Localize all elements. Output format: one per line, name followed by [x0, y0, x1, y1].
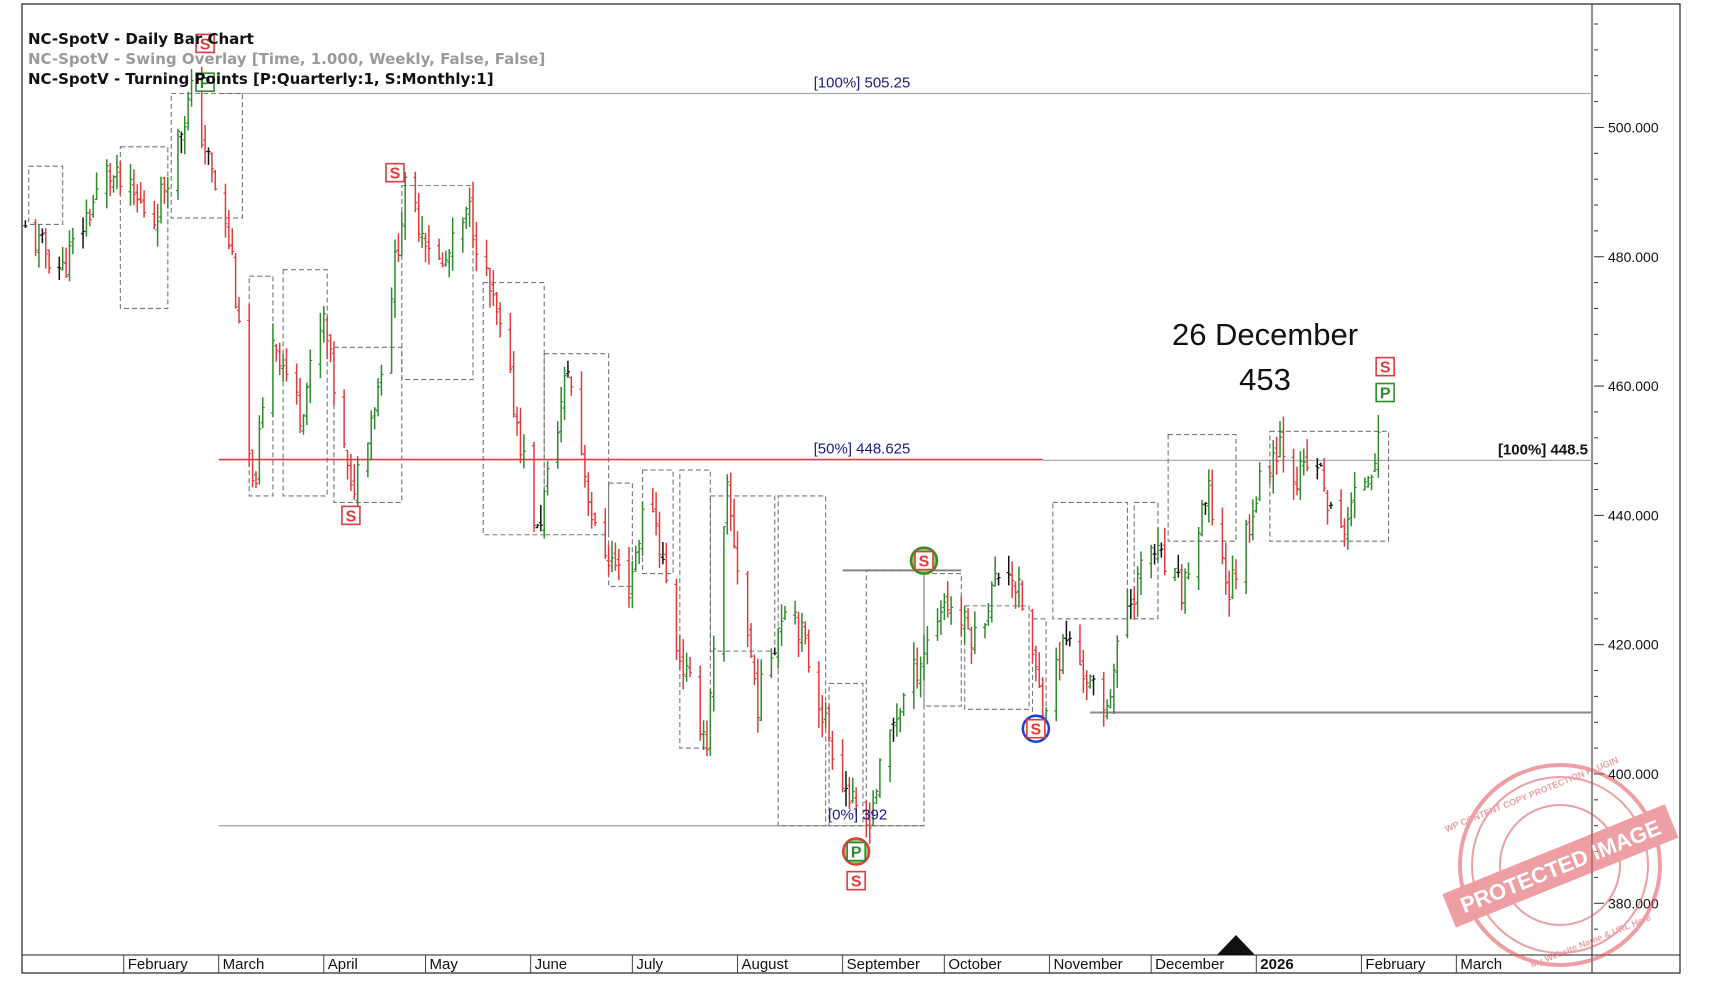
- x-month-label: July: [636, 956, 663, 973]
- current-date-marker: [1216, 935, 1255, 955]
- y-tick-label: 400.000: [1608, 766, 1659, 782]
- level-label-448-625: [50%] 448.625: [814, 441, 911, 458]
- x-month-label: September: [847, 956, 920, 973]
- annotation-value: 453: [1239, 362, 1291, 397]
- x-month-label: February: [128, 956, 189, 973]
- swing-box: [608, 482, 633, 588]
- y-tick-label: 480.000: [1608, 249, 1659, 265]
- turning-point-box: [1375, 356, 1395, 377]
- annotation-date: 26 December: [1172, 317, 1358, 352]
- x-month-label: March: [1460, 956, 1502, 973]
- turning-point-box: [385, 162, 405, 183]
- chart-frame: [21, 3, 1681, 974]
- turning-point-box: [195, 72, 215, 92]
- swing-box: [28, 165, 64, 225]
- turning-point-box: [341, 505, 361, 526]
- turning-point-box: [1375, 382, 1395, 403]
- y-tick-label: 420.000: [1608, 637, 1659, 653]
- swing-box: [1167, 433, 1237, 542]
- turning-point-p: P: [851, 845, 862, 862]
- turning-point-s: S: [1380, 360, 1391, 377]
- swing-box: [709, 495, 776, 652]
- swing-box: [964, 605, 1030, 710]
- swing-box: [333, 346, 403, 503]
- turning-points-label: NC-SpotV - Turning Points [P:Quarterly:1…: [28, 70, 494, 88]
- turning-point-box: [846, 841, 866, 862]
- swing-box: [282, 269, 328, 497]
- turning-point-box: [195, 33, 215, 54]
- swing-box: [777, 495, 827, 827]
- turning-point-s: S: [1031, 722, 1042, 739]
- x-month-label: May: [430, 956, 459, 973]
- turning-point-s: S: [346, 508, 357, 525]
- x-month-label: August: [741, 956, 789, 973]
- chart-title: NC-SpotV - Daily Bar Chart: [28, 30, 254, 48]
- swing-box: [1052, 501, 1128, 620]
- turning-point-box: [914, 550, 934, 571]
- swing-box: [679, 469, 711, 749]
- x-month-label: December: [1155, 956, 1224, 973]
- swing-box: [1269, 430, 1390, 542]
- swing-box: [828, 682, 864, 827]
- swing-box: [170, 92, 243, 219]
- swing-box: [119, 146, 169, 310]
- x-month-label: March: [223, 956, 265, 973]
- level-label-448-5: [100%] 448.5: [1498, 441, 1588, 458]
- y-tick-label: 440.000: [1608, 507, 1659, 523]
- turning-point-s: S: [851, 874, 862, 891]
- turning-point-s: S: [200, 36, 211, 53]
- x-month-label: November: [1053, 956, 1122, 973]
- swing-box: [401, 185, 474, 381]
- level-label-505: [100%] 505.25: [814, 75, 911, 92]
- x-month-label: June: [535, 956, 568, 973]
- swing-overlay-label: NC-SpotV - Swing Overlay [Time, 1.000, W…: [28, 50, 546, 68]
- turning-point-p: P: [1380, 386, 1391, 403]
- y-tick-label: 380.000: [1608, 895, 1659, 911]
- x-month-label: October: [948, 956, 1001, 973]
- turning-point-s: S: [390, 166, 401, 183]
- swing-box: [1031, 618, 1047, 717]
- turning-point-s: S: [919, 554, 930, 571]
- swing-box: [543, 353, 610, 536]
- swing-box: [865, 569, 925, 827]
- y-tick-label: 460.000: [1608, 378, 1659, 394]
- turning-point-p: P: [200, 75, 211, 92]
- x-month-label: February: [1365, 956, 1426, 973]
- turning-point-box: [1026, 718, 1046, 739]
- x-month-label: 2026: [1260, 956, 1293, 973]
- turning-point-box: [846, 870, 866, 891]
- y-tick-label: 500.000: [1608, 119, 1659, 135]
- x-month-label: April: [328, 956, 358, 973]
- level-label-392: [0%] 392: [828, 807, 887, 824]
